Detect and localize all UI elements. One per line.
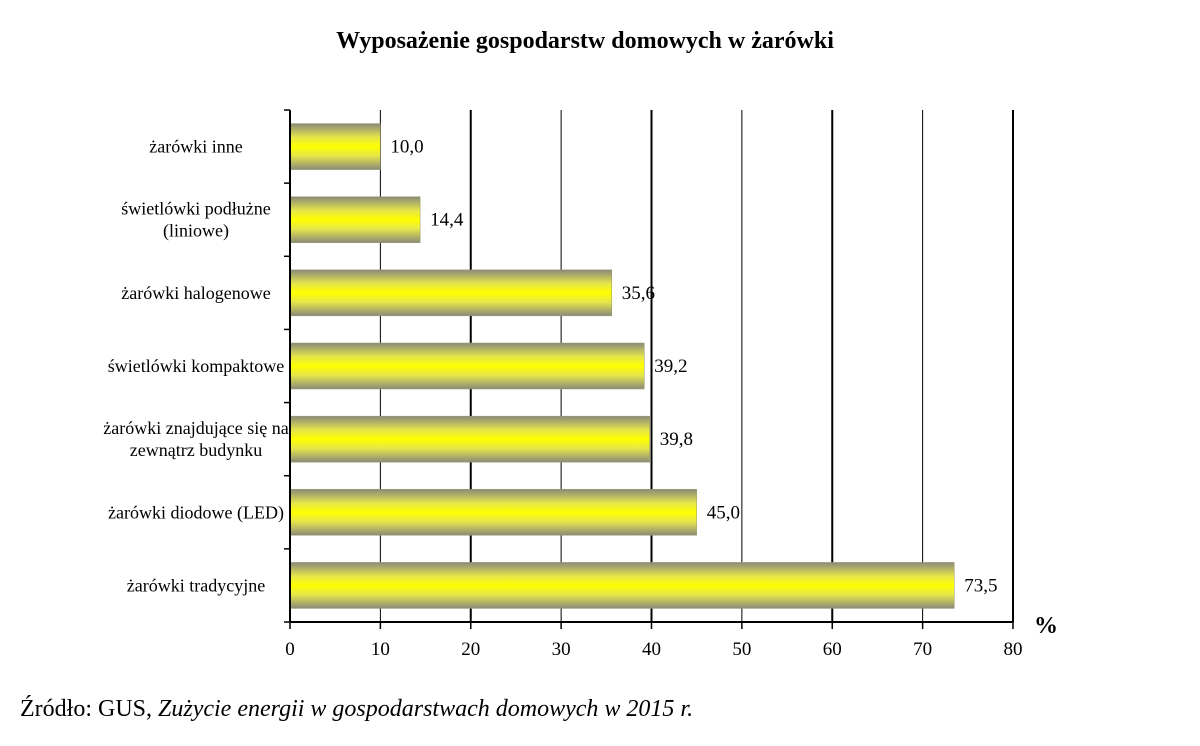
x-tick-label: 0: [285, 639, 295, 660]
category-label: żarówki diodowe (LED): [108, 502, 284, 523]
bar: [289, 489, 697, 536]
source-note: Źródło: GUS, Zużycie energii w gospodars…: [20, 696, 693, 723]
labels: 0 10 20 30 40 50 60 70 80 10,0 żarówki inne 14,4 świ…: [103, 137, 1058, 660]
category-label: żarówki znajdujące się na: [103, 418, 288, 438]
data-label: 35,6: [622, 283, 655, 304]
category-label: żarówki halogenowe: [121, 283, 270, 303]
bar: [289, 123, 381, 170]
category-label: żarówki inne: [149, 137, 242, 157]
x-axis-unit-label: %: [1034, 613, 1058, 639]
x-tick-label: 80: [1004, 639, 1023, 660]
x-tick-label: 60: [823, 639, 842, 660]
data-label: 45,0: [707, 502, 740, 523]
data-label: 10,0: [390, 137, 423, 158]
x-tick-label: 10: [371, 639, 390, 660]
x-tick-label: 50: [732, 639, 751, 660]
data-label: 39,2: [654, 356, 687, 377]
category-label: (liniowe): [163, 221, 229, 242]
bar: [289, 269, 612, 317]
bar: [289, 342, 645, 390]
x-tick-label: 30: [552, 639, 571, 660]
source-title: Zużycie energii w gospodarstwach domowyc…: [158, 696, 694, 722]
bar: [289, 562, 955, 609]
x-tick-label: 70: [913, 639, 932, 660]
bar: [289, 415, 650, 463]
data-label: 39,8: [660, 429, 693, 450]
bar: [289, 196, 421, 243]
axes: [284, 109, 1014, 629]
x-tick-label: 20: [461, 639, 480, 660]
x-tick-label: 40: [642, 639, 661, 660]
category-label: świetlówki kompaktowe: [108, 356, 284, 376]
category-label: żarówki tradycyjne: [127, 575, 265, 595]
data-label: 73,5: [964, 575, 997, 596]
chart-title: Wyposażenie gospodarstw domowych w żarów…: [336, 28, 834, 54]
category-label: świetlówki podłużne: [121, 199, 270, 219]
bars: [289, 123, 955, 609]
data-label: 14,4: [430, 210, 464, 231]
source-prefix: Źródło: GUS,: [20, 696, 158, 722]
category-label: zewnątrz budynku: [130, 440, 262, 460]
